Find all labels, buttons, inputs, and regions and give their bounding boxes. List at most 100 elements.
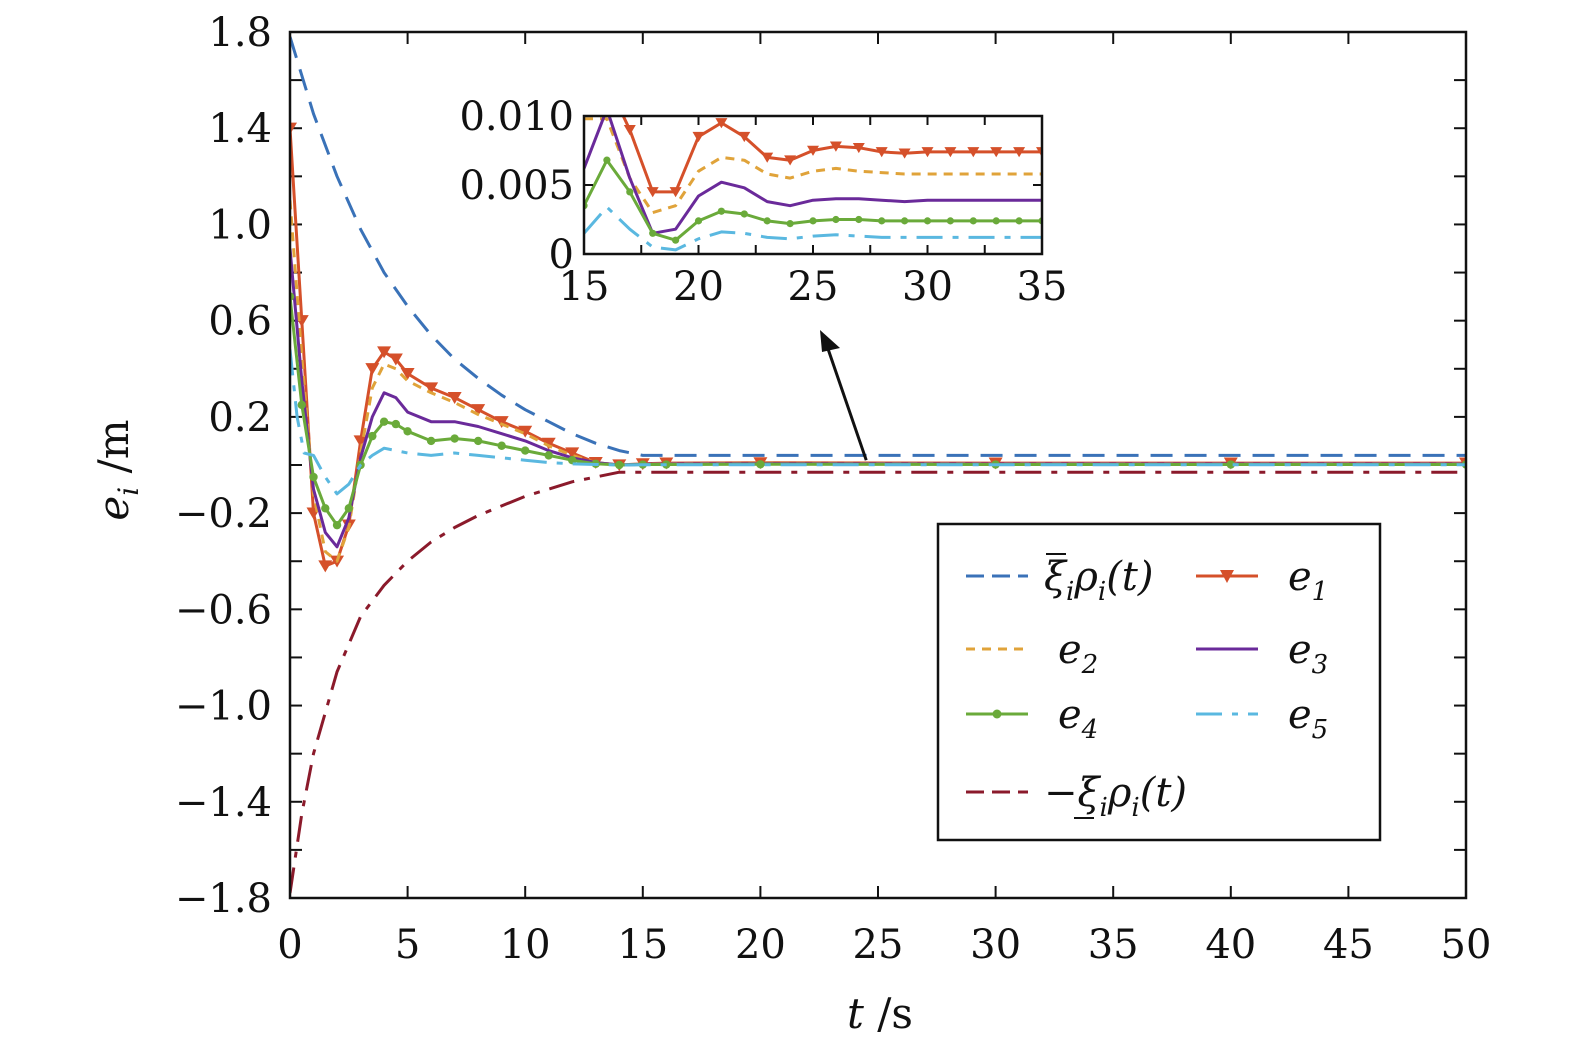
inset-marker-e1 (715, 118, 728, 129)
y-axis-label-symbol: e (89, 496, 138, 521)
y-tick-label: 1.8 (208, 10, 272, 56)
inset-marker-e1 (784, 155, 797, 166)
main-series-upper (290, 36, 1466, 457)
inset-marker-e4 (786, 220, 794, 228)
main-marker-e4 (332, 520, 342, 530)
main-marker-e1 (353, 435, 368, 448)
legend-argument: (t) (1140, 770, 1187, 816)
main-plot-area (290, 36, 1466, 894)
inset-marker-e4 (740, 210, 748, 218)
inset-marker-e1 (875, 147, 888, 158)
x-axis-label-symbol: t (847, 989, 864, 1038)
legend-symbol: ξ (1044, 554, 1068, 600)
legend-symbol: e (1288, 627, 1312, 673)
inset-marker-e1 (738, 131, 751, 143)
inset-marker-e1 (623, 125, 636, 136)
y-tick-label: −1.0 (175, 684, 272, 730)
inset-marker-e1 (944, 147, 957, 158)
legend-label-e3: e3 (1288, 627, 1328, 680)
main-marker-e4 (450, 434, 459, 443)
x-axis-label: t /s (847, 989, 913, 1038)
y-tick-label: −0.2 (175, 491, 272, 537)
y-axis-label: ei /m (89, 419, 145, 520)
x-axis-label-unit: /s (864, 989, 913, 1038)
x-tick-label: 5 (395, 922, 420, 968)
x-tick-label: 30 (970, 922, 1021, 968)
inset-marker-e4 (1015, 217, 1023, 225)
main-marker-e4 (568, 455, 577, 465)
legend-marker-e1 (1220, 570, 1234, 583)
main-marker-e4 (426, 436, 436, 446)
main-marker-e4 (403, 427, 412, 436)
y-tick-label: −1.8 (175, 876, 272, 922)
inset-marker-e1 (829, 141, 842, 152)
y-tick-label: 1.0 (208, 202, 272, 248)
inset-marker-e1 (601, 77, 613, 87)
main-marker-e1 (318, 560, 333, 573)
legend-subscript: 4 (1081, 715, 1099, 745)
inset-marker-e4 (672, 236, 680, 244)
y-tick-label: 1.4 (208, 106, 272, 152)
inset-marker-e1 (967, 147, 980, 158)
y-tick-label: 0.6 (208, 299, 272, 345)
main-marker-e4 (309, 472, 318, 482)
legend-subscript: i (1066, 577, 1074, 607)
inset-marker-e1 (669, 187, 682, 198)
inset-marker-e4 (878, 217, 886, 225)
main-series-e5 (290, 349, 1466, 496)
inset-y-tick-label: 0 (549, 232, 574, 278)
legend-rho-subscript: i (1131, 793, 1139, 823)
legend-prefix: − (1044, 770, 1078, 816)
legend-subscript: 1 (1312, 577, 1329, 607)
inset-marker-e1 (898, 148, 911, 159)
inset-marker-e1 (807, 145, 819, 156)
inset-marker-e4 (626, 188, 634, 196)
legend-subscript: 3 (1312, 650, 1329, 680)
inset-marker-e1 (852, 142, 865, 154)
main-marker-e1 (494, 416, 509, 428)
main-series-e4 (290, 296, 1466, 527)
inset-marker-e4 (992, 217, 1000, 225)
x-tick-label: 25 (853, 922, 904, 968)
legend-label-e2: e2 (1058, 627, 1098, 680)
main-marker-e4 (615, 460, 624, 470)
legend-label-e5: e5 (1288, 692, 1328, 745)
inset-marker-e4 (763, 217, 771, 225)
inset-marker-e4 (901, 217, 909, 225)
main-marker-e1 (1459, 457, 1466, 470)
inset-y-tick-label: 0.010 (459, 94, 574, 140)
legend-rho: ρ (1073, 554, 1098, 600)
inset-series-e5 (584, 205, 1042, 252)
main-marker-e4 (368, 431, 377, 441)
main-marker-e1 (424, 382, 439, 395)
y-tick-label: 0.2 (208, 395, 272, 441)
inset-x-tick-label: 35 (1017, 264, 1068, 310)
inset-marker-e4 (717, 207, 726, 215)
inset-marker-e1 (692, 131, 705, 143)
main-marker-e1 (541, 437, 556, 450)
inset-marker-e1 (761, 152, 774, 163)
legend-label-e1: e1 (1288, 554, 1328, 607)
inset-marker-e1 (990, 147, 1003, 158)
inset-marker-e4 (923, 217, 932, 225)
main-marker-e1 (447, 392, 462, 404)
legend-label-lower: −ξiρi(t) (1044, 770, 1187, 823)
legend-label-e4: e4 (1058, 692, 1098, 745)
legend-symbol: e (1058, 692, 1082, 738)
x-tick-label: 40 (1205, 922, 1256, 968)
main-marker-e1 (565, 447, 580, 460)
main-series-lower (290, 470, 1466, 894)
main-marker-e4 (391, 419, 401, 429)
legend-subscript: 5 (1312, 715, 1329, 745)
y-axis-label-unit: /m (89, 419, 138, 486)
main-marker-e1 (471, 404, 486, 416)
main-marker-e4 (344, 504, 353, 513)
annotation-arrow-line (824, 342, 868, 461)
main-marker-e4 (321, 504, 330, 513)
main-marker-e4 (497, 441, 506, 450)
legend-label-upper: ξiρi(t) (1044, 554, 1154, 607)
inset-x-tick-label: 20 (673, 264, 724, 310)
inset-x-tick-label: 15 (559, 264, 610, 310)
